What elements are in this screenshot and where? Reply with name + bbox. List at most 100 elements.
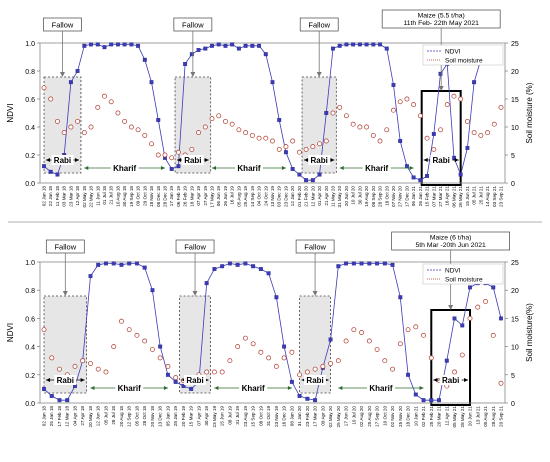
x-tick-label: 24 Oct 19 [263,186,268,206]
x-tick-label: 02 Jan 18 [42,186,47,207]
callout-arrow-head [448,305,454,310]
soil-moisture-point [350,121,356,127]
callout-label: Fallow [52,21,74,30]
ndvi-point [189,386,194,391]
soil-moisture-point [303,146,309,152]
x-tick-label: 09 Apr 20 [320,406,325,426]
soil-moisture-point [391,107,396,113]
y2-tick-label: 25 [511,260,519,267]
ndvi-point [102,45,107,50]
soil-moisture-point [297,372,303,378]
ndvi-point [88,274,93,279]
soil-moisture-point [202,124,208,130]
soil-moisture-point [169,155,175,161]
x-tick-label: 07 Apr 19 [196,406,201,426]
soil-moisture-point [236,127,242,133]
rabi-arrow-head [80,378,85,382]
x-tick-label: 20 Nov 18 [150,406,155,427]
soil-moisture-point [173,375,179,381]
plot-frame [39,42,506,184]
ndvi-point [109,42,114,47]
x-tick-label: 12 Mar 18 [65,406,70,427]
soil-moisture-point [196,130,202,136]
x-tick-label: 06 Jan 21 [411,186,416,207]
y2-axis-label: Soil moisture (%) [525,82,534,143]
x-tick-label: 12 Mar 20 [310,186,315,207]
ndvi-point [297,172,302,177]
ndvi-point [176,164,181,169]
x-tick-label: 06 Jun 19 [216,186,221,207]
callout-label: Fallow [184,243,206,252]
soil-moisture-point [266,355,272,361]
y2-tick-label: 5 [511,153,515,160]
legend-ndvi-label: NDVI [445,268,461,275]
kharif-arrow-head [281,166,286,170]
x-tick-label: 18 Dec 20 [406,406,411,427]
ndvi-point [129,42,134,47]
ndvi-point [491,285,496,290]
y-axis-label: NDVI [6,103,15,122]
ndvi-point [458,172,463,177]
soil-moisture-point [452,369,457,375]
y2-tick-label: 15 [511,316,519,323]
x-tick-label: 11 Feb 18 [55,186,60,207]
soil-moisture-point [483,299,488,304]
x-tick-label: 27 Nov 20 [398,186,403,207]
callout-label: 11th Feb- 22th May 2021 [403,20,479,27]
rabi-label-bg [439,375,462,385]
ndvi-point [310,178,315,183]
rabi-label-bg [308,155,331,165]
legend-sm-label: Soil moisture [445,277,483,284]
ndvi-point [42,164,46,169]
soil-moisture-point [249,132,255,138]
ndvi-point [425,174,430,178]
ndvi-point [465,146,470,150]
ndvi-point [251,264,256,269]
callout-arrow-head [312,291,318,296]
x-tick-label: 07 Nov 20 [391,186,396,207]
soil-moisture-point [491,121,497,127]
y-tick-label: 0.0 [25,401,35,408]
x-tick-label: 01 Jul 18 [102,186,107,205]
soil-moisture-point [72,363,78,369]
ndvi-point [196,48,201,52]
ndvi-point [75,69,80,73]
x-tick-label: 01 Feb 20 [297,186,302,207]
x-tick-label: 02 Jan 18 [42,406,47,427]
ndvi-point [337,43,342,48]
chart-panel-2: 0.0 0.2 0.4 0.6 0.8 1.0 0 5 10 15 20 25 NDVI Soil moi… [6,231,534,427]
ndvi-point [212,267,217,271]
ndvi-point [344,42,349,47]
soil-moisture-point [485,130,491,136]
soil-moisture-point [498,104,504,110]
rabi-arrow-head [74,158,79,162]
kharif-arrow-head [90,386,95,390]
ndvi-point [411,175,416,180]
soil-moisture-point [343,113,349,119]
x-tick-label: 25 Aug 19 [243,186,248,207]
callout-label: Fallow [54,243,76,252]
rabi-label-bg [430,155,453,165]
x-tick-label: 26 May 21 [458,186,463,208]
soil-moisture-point [227,358,233,364]
soil-moisture-point [126,327,132,333]
ndvi-point [382,261,387,266]
ndvi-point [384,46,389,51]
callout-label: Fallow [182,21,204,30]
soil-moisture-point [364,124,370,130]
soil-moisture-point [290,138,296,144]
soil-moisture-point [68,124,74,130]
x-tick-label: 14 Sep 19 [250,186,255,207]
x-tick-label: 22 May 18 [89,186,94,208]
soil-moisture-point [80,358,86,364]
chart-panel-1: 0.0 0.2 0.4 0.6 0.8 1.0 0 5 10 15 20 25 NDVI Soil moi… [6,9,534,208]
ndvi-point [336,264,341,269]
soil-moisture-point [162,152,168,158]
soil-moisture-point [357,124,363,130]
x-tick-label: 19 Sep 18 [129,186,134,207]
ndvi-point [49,393,54,398]
rabi-label: Rabi [442,376,459,385]
ndvi-point [136,43,141,48]
ndvi-point [142,265,147,270]
